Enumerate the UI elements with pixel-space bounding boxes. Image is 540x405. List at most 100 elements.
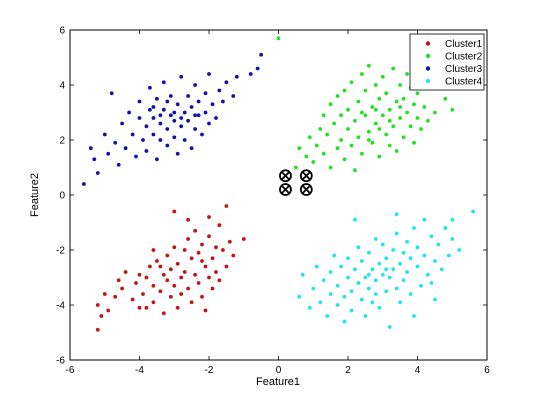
point-cluster3-4 bbox=[102, 132, 107, 137]
point-cluster3-15 bbox=[137, 99, 142, 104]
point-cluster2-26 bbox=[356, 99, 361, 104]
point-cluster4-59 bbox=[422, 217, 427, 222]
point-cluster2-59 bbox=[412, 140, 416, 145]
point-cluster1-31 bbox=[179, 292, 184, 296]
point-cluster2-53 bbox=[401, 135, 406, 140]
point-cluster3-23 bbox=[155, 157, 159, 162]
point-cluster3-57 bbox=[221, 99, 225, 104]
point-cluster4-33 bbox=[377, 261, 382, 266]
point-cluster2-47 bbox=[391, 124, 396, 129]
point-cluster2-29 bbox=[360, 151, 364, 156]
point-cluster2-14 bbox=[335, 146, 340, 151]
point-cluster2-0 bbox=[276, 36, 281, 41]
point-cluster1-63 bbox=[151, 248, 156, 252]
point-cluster4-5 bbox=[318, 300, 323, 305]
point-cluster1-23 bbox=[165, 253, 170, 258]
point-cluster3-35 bbox=[175, 102, 180, 107]
point-cluster1-40 bbox=[196, 281, 201, 285]
point-cluster4-3 bbox=[311, 286, 316, 291]
legend-label-cluster2: Cluster2 bbox=[445, 52, 483, 63]
point-cluster4-66 bbox=[443, 226, 448, 230]
point-cluster3-24 bbox=[155, 96, 159, 101]
point-cluster2-19 bbox=[342, 88, 347, 93]
point-cluster4-19 bbox=[349, 308, 354, 313]
point-cluster1-14 bbox=[144, 275, 149, 280]
point-cluster3-48 bbox=[196, 113, 201, 118]
point-cluster3-11 bbox=[127, 110, 131, 115]
point-cluster4-22 bbox=[356, 245, 361, 250]
point-cluster1-60 bbox=[172, 209, 177, 214]
point-cluster1-12 bbox=[141, 292, 145, 296]
point-cluster2-21 bbox=[346, 107, 350, 112]
point-cluster3-39 bbox=[182, 110, 187, 115]
point-cluster3-59 bbox=[231, 94, 236, 98]
point-cluster2-38 bbox=[377, 154, 382, 159]
point-cluster4-58 bbox=[422, 253, 427, 258]
point-cluster4-76 bbox=[384, 267, 389, 272]
point-cluster2-18 bbox=[342, 157, 347, 162]
y-tick-label: 4 bbox=[59, 81, 65, 92]
point-cluster3-30 bbox=[165, 143, 170, 148]
point-cluster3-56 bbox=[217, 88, 222, 93]
point-cluster4-17 bbox=[346, 256, 350, 261]
legend-label-cluster4: Cluster4 bbox=[445, 77, 483, 88]
point-cluster4-37 bbox=[384, 289, 389, 294]
point-cluster4-75 bbox=[373, 292, 378, 296]
point-cluster4-35 bbox=[380, 272, 385, 277]
point-cluster4-26 bbox=[363, 314, 368, 318]
point-cluster2-60 bbox=[415, 116, 420, 120]
centroid-marker-0 bbox=[279, 169, 292, 183]
point-cluster3-6 bbox=[109, 91, 114, 96]
point-cluster1-21 bbox=[161, 311, 166, 316]
point-cluster2-41 bbox=[380, 74, 385, 79]
point-cluster1-45 bbox=[203, 308, 208, 313]
point-cluster4-53 bbox=[412, 226, 416, 230]
point-cluster4-47 bbox=[401, 250, 406, 255]
point-cluster3-42 bbox=[186, 118, 191, 123]
point-cluster4-16 bbox=[346, 275, 350, 280]
point-cluster2-10 bbox=[325, 132, 330, 137]
point-cluster3-50 bbox=[203, 91, 208, 96]
point-cluster4-72 bbox=[429, 281, 434, 285]
point-cluster4-69 bbox=[457, 248, 462, 252]
y-tick-label: -6 bbox=[56, 356, 65, 367]
point-cluster3-22 bbox=[151, 116, 156, 120]
x-tick-label: -6 bbox=[66, 365, 75, 376]
point-cluster2-56 bbox=[408, 124, 413, 129]
point-cluster4-73 bbox=[394, 212, 399, 217]
point-cluster1-16 bbox=[151, 283, 156, 288]
point-cluster4-13 bbox=[339, 264, 343, 269]
point-cluster4-74 bbox=[353, 217, 357, 222]
point-cluster1-64 bbox=[137, 305, 142, 310]
point-cluster4-50 bbox=[405, 270, 409, 274]
x-tick-label: -4 bbox=[135, 365, 144, 376]
point-cluster2-23 bbox=[349, 80, 354, 85]
point-cluster1-41 bbox=[196, 250, 201, 255]
point-cluster1-0 bbox=[95, 327, 100, 332]
point-cluster2-45 bbox=[387, 107, 392, 112]
legend-marker-cluster2 bbox=[425, 53, 431, 59]
point-cluster3-51 bbox=[203, 110, 208, 115]
point-cluster3-36 bbox=[175, 151, 180, 156]
point-cluster1-25 bbox=[168, 267, 173, 272]
y-tick-label: -4 bbox=[56, 301, 65, 312]
point-cluster3-27 bbox=[161, 107, 166, 112]
point-cluster4-10 bbox=[332, 253, 336, 258]
point-cluster4-43 bbox=[394, 286, 399, 291]
point-cluster4-68 bbox=[450, 237, 455, 241]
point-cluster1-35 bbox=[186, 237, 191, 241]
point-cluster1-58 bbox=[231, 253, 236, 258]
point-cluster2-66 bbox=[433, 110, 437, 115]
point-cluster4-29 bbox=[370, 267, 375, 272]
ticks-layer: -6 -4 -2 0 2 4 6 -6 -4 -2 0 2 4 6 bbox=[56, 26, 490, 377]
point-cluster2-32 bbox=[367, 129, 371, 134]
legend-marker-cluster1 bbox=[425, 41, 431, 46]
point-cluster3-12 bbox=[130, 132, 135, 137]
legend-label-cluster1: Cluster1 bbox=[445, 39, 483, 50]
point-cluster3-14 bbox=[137, 116, 142, 120]
points-layer bbox=[82, 36, 475, 332]
point-cluster1-42 bbox=[200, 294, 204, 299]
legend-label-cluster3: Cluster3 bbox=[445, 64, 483, 75]
x-tick-label: 4 bbox=[415, 365, 421, 376]
